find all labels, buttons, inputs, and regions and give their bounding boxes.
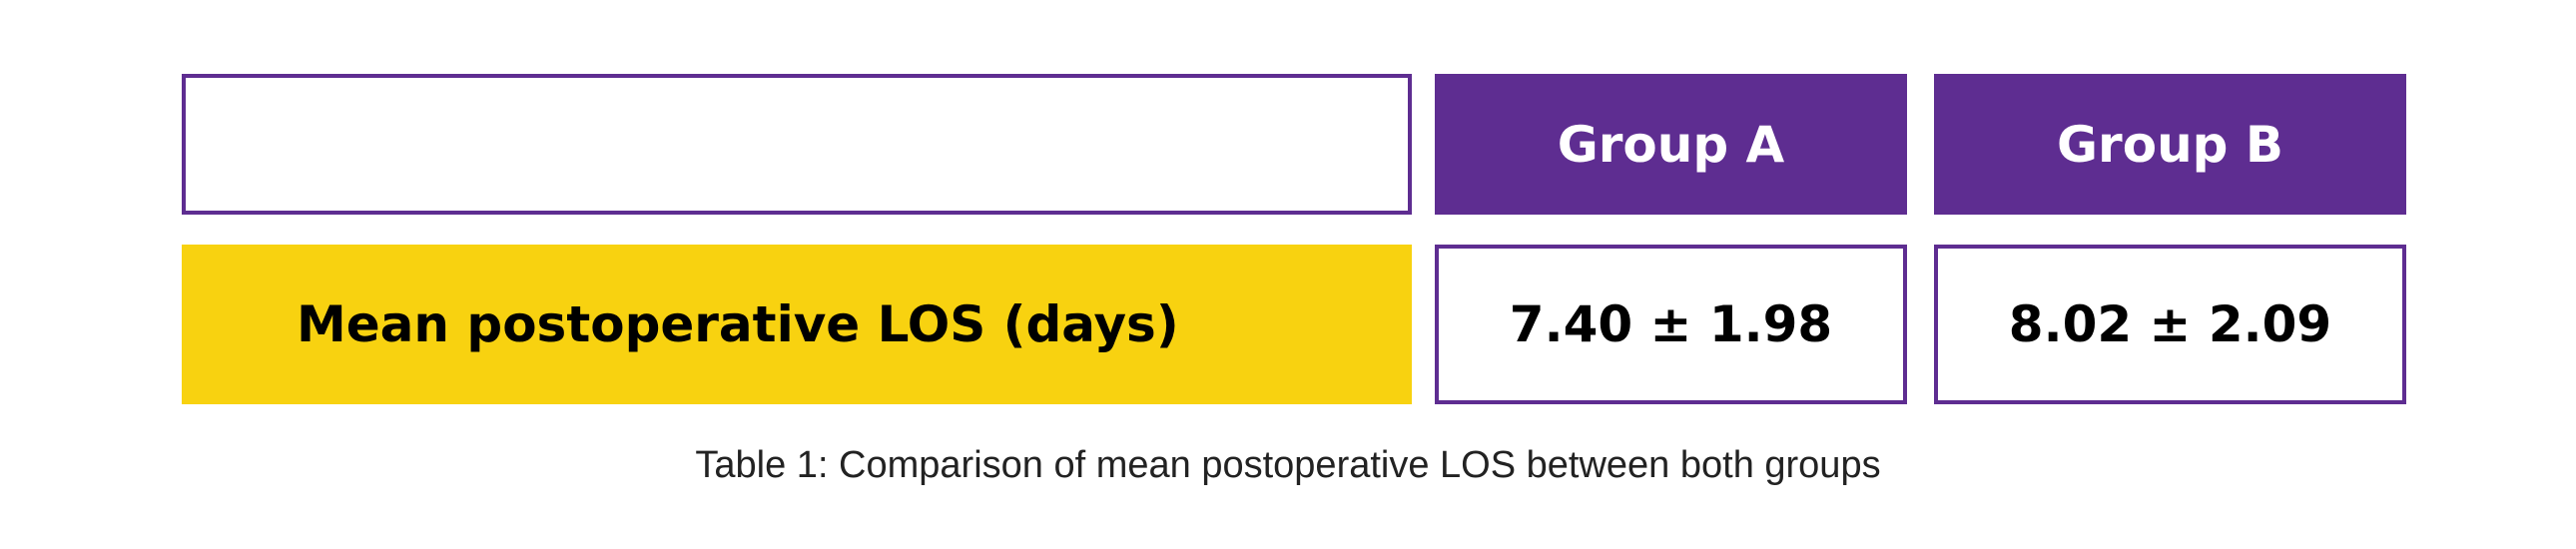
empty-header-cell — [182, 74, 1412, 215]
header-group-b: Group B — [1934, 74, 2406, 215]
table-caption: Table 1: Comparison of mean postoperativ… — [695, 444, 1881, 486]
value-group-a: 7.40 ± 1.98 — [1435, 245, 1907, 404]
value-group-b: 8.02 ± 2.09 — [1934, 245, 2406, 404]
row-label: Mean postoperative LOS (days) — [182, 245, 1412, 404]
header-group-a: Group A — [1435, 74, 1907, 215]
